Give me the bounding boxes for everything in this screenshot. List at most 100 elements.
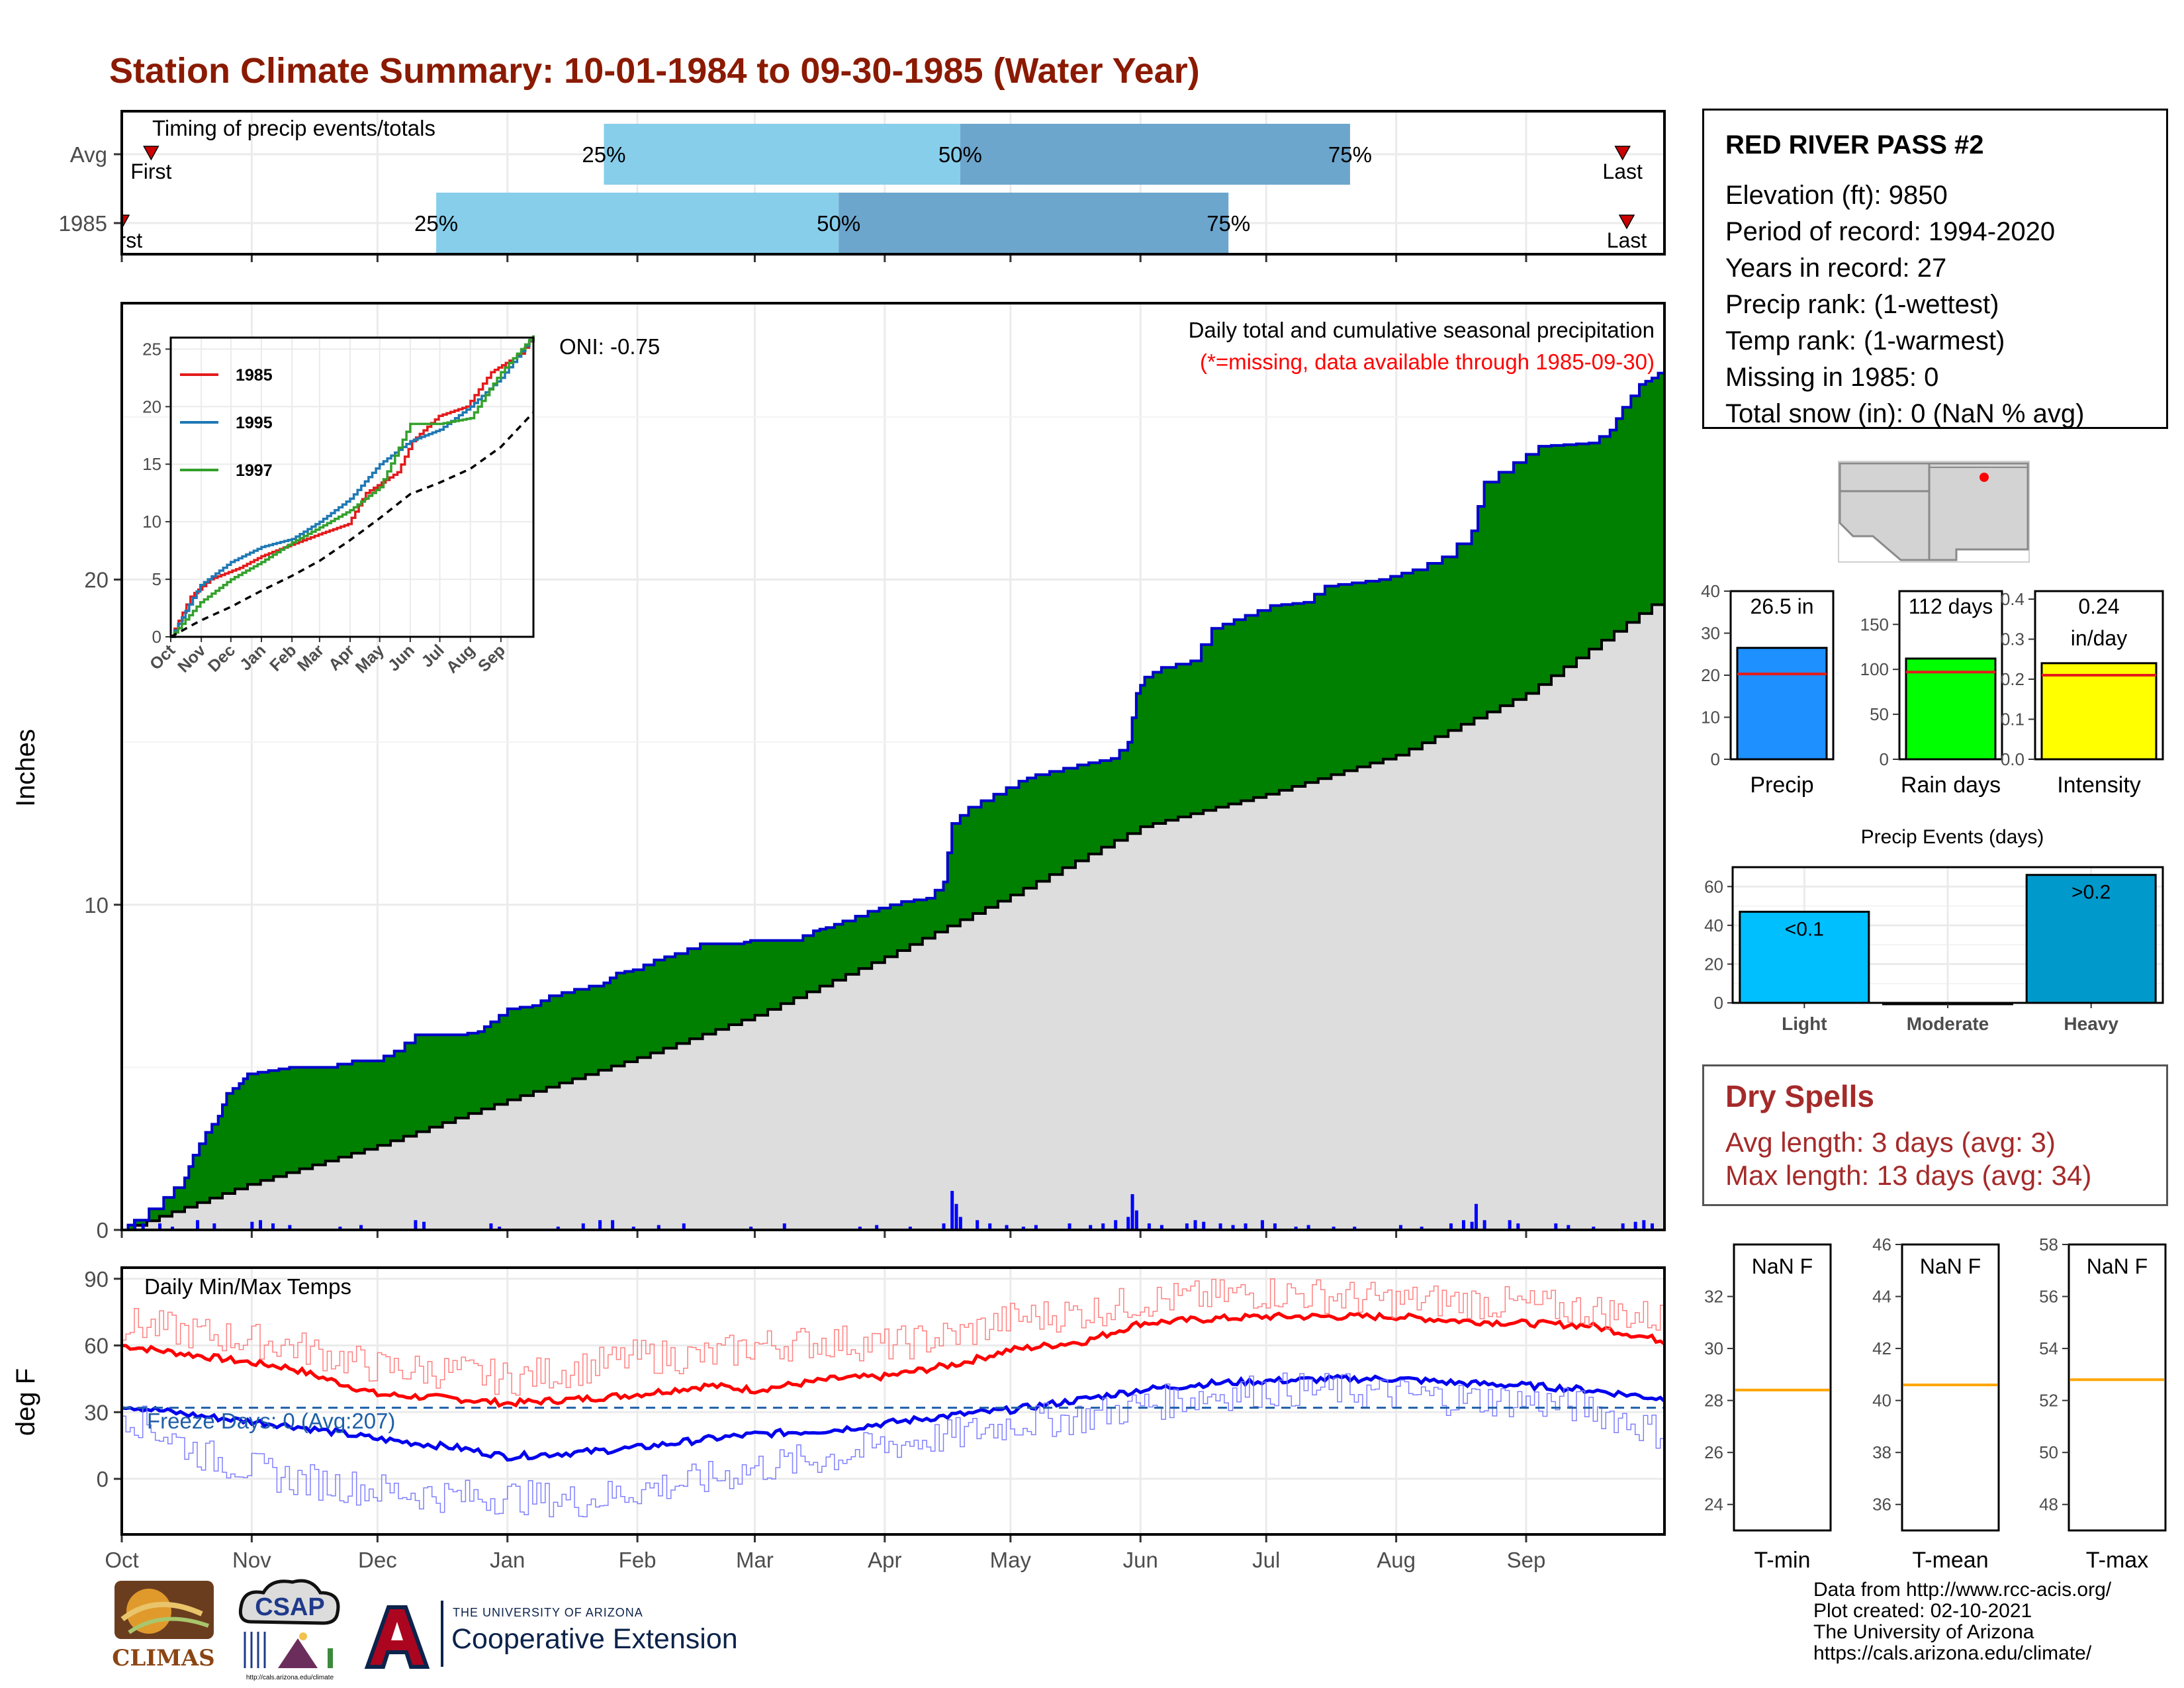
temp-small-value-label: NaN F [1920, 1254, 1981, 1278]
month-tick-label: Nov [232, 1548, 271, 1572]
timing-label-25: 25% [582, 142, 625, 167]
daily-precip-bar [581, 1223, 585, 1230]
daily-precip-bar [1398, 1225, 1402, 1230]
daily-precip-bar [988, 1223, 992, 1230]
dry-spells-box: Dry Spells Avg length: 3 days (avg: 3) M… [1702, 1064, 2168, 1206]
events-y-tick-label: 20 [1704, 954, 1723, 974]
dry-spells-title: Dry Spells [1725, 1079, 1874, 1113]
daily-precip-bar [1021, 1227, 1025, 1230]
precip-y-tick-label: 20 [84, 568, 109, 592]
month-tick-label: Oct [105, 1548, 138, 1572]
timing-last-label: Last [1602, 160, 1643, 183]
daily-precip-bar [950, 1191, 954, 1230]
station-elevation: Elevation (ft): 9850 [1725, 181, 1948, 210]
inset-y-tick-label: 5 [152, 569, 161, 589]
events-bar-label: >0.2 [2071, 882, 2111, 904]
daily-precip-bar [196, 1220, 200, 1230]
annual-value-label: 112 days [1909, 594, 1993, 618]
events-y-tick-label: 0 [1714, 993, 1723, 1013]
daily-precip-bar [212, 1223, 216, 1230]
daily-precip-bar [1633, 1221, 1637, 1230]
annual-y-tick-label: 0.3 [2001, 630, 2025, 649]
inset-legend-label: 1985 [236, 366, 273, 385]
timing-left-mask [82, 131, 120, 261]
precip-y-tick-label: 0 [97, 1218, 109, 1243]
daily-precip-bar [1516, 1223, 1520, 1230]
credits: Data from http://www.rcc-acis.org/ Plot … [1813, 1579, 2111, 1664]
daily-precip-bar [611, 1220, 615, 1230]
daily-precip-bar [1508, 1220, 1512, 1230]
daily-precip-bar [422, 1221, 426, 1230]
month-tick-label: Jan [490, 1548, 525, 1572]
daily-precip-bar [1185, 1223, 1189, 1230]
daily-precip-bar [1134, 1210, 1138, 1230]
temp-small-panel-label: T-mean [1912, 1548, 1988, 1573]
temp-small-y-tick-label: 54 [2039, 1338, 2058, 1358]
annual-y-tick-label: 0.2 [2001, 669, 2025, 689]
daily-precip-bar [414, 1220, 418, 1230]
page-title: Station Climate Summary: 10-01-1984 to 0… [109, 51, 1200, 91]
station-info-box: RED RIVER PASS #2 Elevation (ft): 9850 P… [1702, 109, 2168, 429]
daily-precip-bar [1332, 1227, 1336, 1230]
month-tick-label: May [990, 1548, 1032, 1572]
daily-precip-bar [288, 1225, 292, 1230]
credit-line: Data from http://www.rcc-acis.org/ [1813, 1579, 2112, 1601]
inset-y-tick-label: 20 [142, 397, 161, 416]
events-category-label: Light [1782, 1013, 1827, 1034]
cumulative-avg-line [122, 596, 1666, 1231]
month-tick-label: Jul [1252, 1548, 1280, 1572]
temp-small-panel-label: T-max [2086, 1548, 2148, 1573]
inset-bg [171, 338, 533, 637]
annual-bar [1736, 647, 1828, 761]
daily-precip-bar [682, 1223, 686, 1230]
daily-precip-bar [250, 1221, 254, 1230]
timing-border [120, 110, 1666, 256]
annual-y-tick-label: 0.0 [2001, 749, 2025, 769]
temp-panel: 0 30 60 90 Oct Nov Dec Jan Feb Mar Apr May Jun Jul Aug… [11, 1266, 1666, 1572]
daily-precip-bar [1306, 1225, 1310, 1230]
daily-precip-bar [657, 1225, 660, 1230]
timing-label-25: 25% [414, 211, 458, 236]
month-tick-label: Dec [358, 1548, 397, 1572]
annual-y-tick-label: 0 [1711, 749, 1720, 769]
daily-precip-bar [1260, 1220, 1264, 1230]
temp-y-tick-label: 60 [84, 1334, 109, 1358]
temp-small-y-tick-label: 40 [1872, 1391, 1891, 1411]
daily-precip-bar [1461, 1220, 1465, 1230]
daily-precip-bar [1621, 1223, 1625, 1230]
inset-border [169, 336, 535, 638]
annual-value-label: in/day [2071, 626, 2127, 650]
last-marker-icon [1614, 146, 1631, 161]
daily-precip-bar [359, 1225, 363, 1230]
month-tick-label: Apr [868, 1548, 901, 1572]
daily-precip-bar [1650, 1223, 1654, 1230]
daily-precip-bar [1202, 1221, 1206, 1230]
month-tick-label: Mar [736, 1548, 774, 1572]
precip-events-panel: Precip Events (days) <0.1 Light Moderate >0.… [1704, 826, 2164, 1034]
temp-chart-title: Daily Min/Max Temps [144, 1274, 351, 1299]
daily-precip-bar [1567, 1225, 1570, 1230]
ua-small-text: THE UNIVERSITY OF ARIZONA [453, 1606, 643, 1619]
climas-logo-text: CLIMAS [112, 1645, 214, 1671]
station-location-marker [1979, 473, 1989, 482]
month-tick-label: Jun [1123, 1548, 1158, 1572]
month-tick-label: Aug [1377, 1548, 1416, 1572]
daily-precip-bar [1470, 1221, 1474, 1230]
csap-logo-icon: CSAP http://cals.arizona.edu/climate [238, 1579, 340, 1681]
daily-precip-bar [171, 1227, 175, 1230]
inset-series-line [171, 335, 535, 638]
annual-y-tick-label: 10 [1701, 708, 1720, 727]
inset-y-tick-label: 0 [152, 627, 161, 647]
daily-precip-bar [782, 1223, 786, 1230]
daily-precip-bar [954, 1203, 958, 1230]
daily-precip-bar [1005, 1225, 1009, 1230]
csap-logo: CSAP http://cals.arizona.edu/climate [232, 1575, 347, 1681]
temp-small-y-tick-label: 42 [1872, 1338, 1891, 1358]
temp-series-line [122, 1278, 1665, 1396]
station-period: Period of record: 1994-2020 [1725, 217, 2056, 246]
timing-right-mask [1666, 110, 1699, 256]
temp-bg [122, 1268, 1664, 1534]
temp-small-y-tick-label: 32 [1704, 1287, 1723, 1307]
daily-precip-bar [1034, 1225, 1038, 1230]
